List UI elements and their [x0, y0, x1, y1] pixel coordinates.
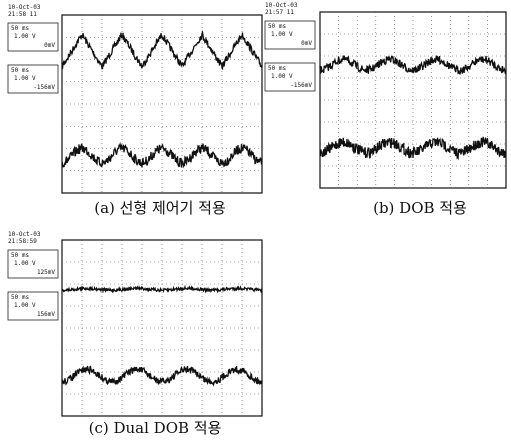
channel-volts: 1.00 V [271, 73, 293, 80]
caption: (b) DOB 적용 [373, 199, 467, 217]
timestamp-date: 10-Oct-03 [265, 2, 298, 9]
timestamp-time: 21:57 11 [265, 9, 294, 16]
caption: (a) 선형 제어기 적용 [94, 199, 226, 217]
channel-time: 50 ms [11, 25, 29, 32]
channel-offset: -156mV [33, 84, 55, 91]
channel-offset: -156mV [290, 82, 312, 89]
timestamp-date: 10-Oct-03 [8, 231, 41, 238]
channel-time: 50 ms [11, 67, 29, 74]
caption: (c) Dual DOB 적용 [89, 419, 222, 437]
channel-offset: 125mV [37, 269, 55, 276]
channel-time: 50 ms [268, 65, 286, 72]
timestamp-time: 21:58 11 [8, 11, 37, 18]
channel-offset: 156mV [37, 311, 55, 318]
channel-volts: 1.00 V [14, 260, 36, 267]
channel-time: 50 ms [11, 252, 29, 259]
channel-offset: 0mV [44, 42, 55, 49]
channel-volts: 1.00 V [14, 75, 36, 82]
channel-volts: 1.00 V [14, 302, 36, 309]
figure: 10-Oct-0321:58 1150 ms1.00 V0mV50 ms1.00… [0, 0, 511, 445]
timestamp-time: 21:58:59 [8, 238, 37, 245]
channel-volts: 1.00 V [14, 33, 36, 40]
channel-offset: 0mV [301, 40, 312, 47]
timestamp-date: 10-Oct-03 [8, 4, 41, 11]
channel-time: 50 ms [268, 23, 286, 30]
channel-time: 50 ms [11, 294, 29, 301]
channel-volts: 1.00 V [271, 31, 293, 38]
